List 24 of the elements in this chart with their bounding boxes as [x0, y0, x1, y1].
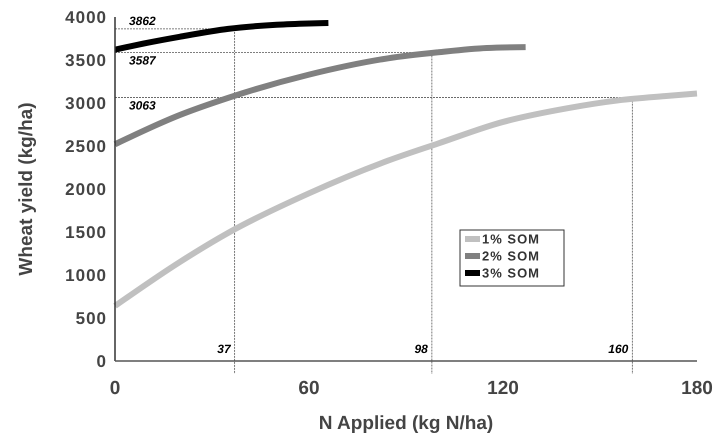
y-tick-label: 2500: [65, 136, 107, 156]
ref-line-label: 3587: [129, 54, 158, 68]
ref-line-label: 3063: [129, 98, 156, 113]
ref-line-label: 37: [217, 342, 232, 356]
legend-label: 2% SOM: [482, 248, 540, 264]
ref-line-label: 98: [414, 342, 428, 356]
y-axis-title: Wheat yield (kg/ha): [16, 102, 37, 276]
x-tick-label: 0: [110, 378, 120, 399]
y-tick-label: 1500: [65, 222, 107, 242]
x-axis-title: N Applied (kg N/ha): [318, 413, 494, 434]
y-tick-label: 3000: [65, 94, 107, 113]
ref-line-label: 160: [608, 342, 629, 356]
y-tick-label: 0: [96, 352, 107, 371]
x-tick-label: 180: [681, 378, 713, 399]
y-tick-label: 4000: [65, 8, 107, 27]
legend-label: 1% SOM: [482, 232, 540, 247]
x-tick-label: 60: [298, 378, 320, 399]
y-tick-label: 500: [76, 308, 107, 328]
ref-line-label: 3862: [129, 14, 156, 28]
legend-label: 3% SOM: [482, 266, 540, 281]
x-tick-label: 120: [487, 378, 519, 399]
y-tick-label: 2000: [65, 180, 107, 199]
y-tick-label: 1000: [65, 266, 107, 285]
y-tick-label: 3500: [65, 50, 107, 70]
